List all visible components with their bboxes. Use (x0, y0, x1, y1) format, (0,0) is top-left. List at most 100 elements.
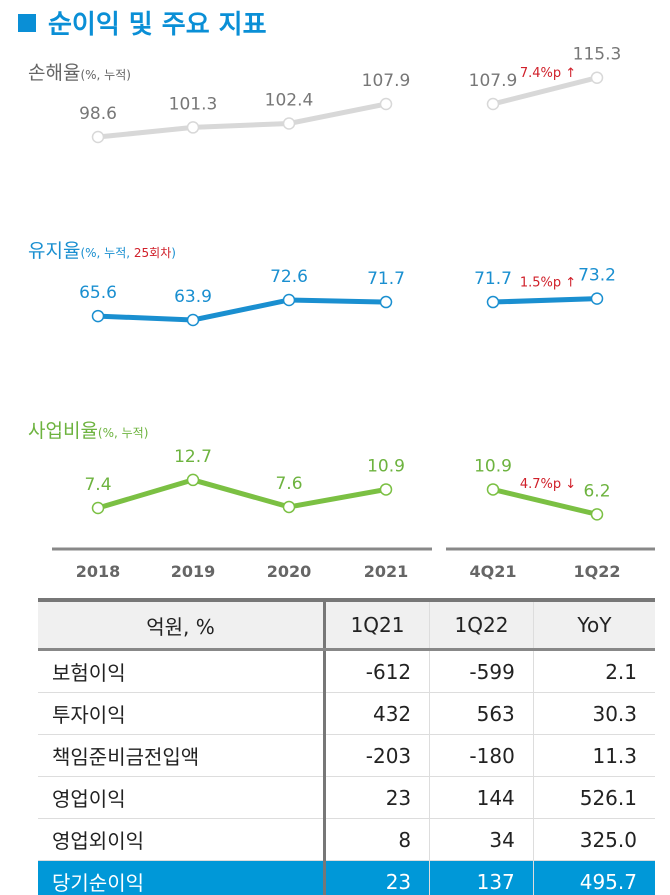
title-text: 순이익 및 주요 지표 (48, 10, 267, 40)
chart-label-expense: 사업비율(%, 누적) (28, 416, 148, 443)
table-row: 영업이익 23 144 526.1 (38, 776, 655, 819)
data-point (486, 97, 500, 111)
table-cell: 34 (429, 818, 534, 861)
table-cell: 30.3 (532, 692, 655, 735)
data-label: 98.6 (79, 104, 117, 124)
data-label: 10.9 (474, 456, 512, 476)
label-name: 유지율 (28, 240, 81, 262)
label-name: 손해율 (28, 62, 81, 84)
table-cell: 책임준비금전입액 (38, 734, 326, 777)
x-tick-label: 2018 (76, 562, 121, 581)
table-row: 당기순이익 23 137 495.7 (38, 860, 655, 895)
label-unit: (%, 누적) (97, 426, 149, 440)
label-unit: (%, 누적, (80, 246, 134, 260)
data-point (91, 130, 105, 144)
title-square-icon (18, 13, 36, 32)
table-cell: 영업외이익 (38, 818, 326, 861)
data-label: 102.4 (265, 91, 314, 111)
annual-series-line (97, 101, 387, 140)
table-cell: 432 (323, 692, 430, 735)
data-label: 10.9 (367, 456, 405, 476)
change-annotation: 7.4%p ↑ (520, 66, 576, 81)
table-cell: 8 (323, 818, 430, 861)
label-unit-extra: 25회차 (133, 246, 172, 260)
data-point (282, 293, 296, 307)
data-point (282, 117, 296, 130)
data-label: 7.4 (84, 475, 111, 495)
label-unit-close: ) (171, 246, 176, 260)
table-cell: 영업이익 (38, 776, 326, 819)
data-label: 107.9 (469, 71, 518, 91)
column-header: YoY (532, 598, 655, 651)
table-cell: -180 (429, 734, 534, 777)
data-label: 12.7 (174, 447, 212, 467)
x-tick-label: 2020 (267, 562, 312, 581)
table-cell: 526.1 (532, 776, 655, 819)
table-row: 책임준비금전입액 -203 -180 11.3 (38, 734, 655, 777)
data-point (590, 292, 604, 305)
data-point (486, 483, 500, 496)
chart-label-loss-ratio: 손해율(%, 누적) (28, 58, 131, 85)
data-point (186, 473, 200, 487)
quarterly-series-line (492, 75, 598, 107)
x-tick-label: 1Q22 (574, 562, 621, 581)
data-label: 71.7 (367, 269, 405, 289)
income-table: 억원, % 1Q21 1Q22 YoY 보험이익 -612 -599 2.1 투자이익 432 5… (38, 598, 655, 895)
table-cell: 11.3 (532, 734, 655, 777)
table-cell: 144 (429, 776, 534, 819)
change-annotation: 1.5%p ↑ (520, 275, 576, 290)
table-cell: -203 (323, 734, 430, 777)
data-point (379, 295, 393, 309)
column-header: 억원, % (38, 598, 326, 651)
data-point (486, 295, 500, 309)
table-cell: 137 (429, 860, 534, 895)
table-cell: -599 (429, 649, 534, 693)
quarterly-series-line (492, 296, 598, 305)
table-cell: 2.1 (532, 649, 655, 693)
page-title: 순이익 및 주요 지표 (18, 4, 267, 41)
data-point (590, 71, 604, 84)
annual-series-line (97, 297, 387, 323)
column-header: 1Q22 (429, 598, 534, 651)
data-point (282, 500, 296, 514)
table-cell: 투자이익 (38, 692, 326, 735)
data-label: 73.2 (578, 266, 616, 286)
data-label: 72.6 (270, 267, 308, 287)
data-point (379, 483, 393, 496)
data-point (186, 313, 200, 327)
x-tick-label: 2021 (364, 562, 409, 581)
line-charts: 98.6 101.3 102.4 107.9 107.9 115.37.4%p ↑ 65.6… (52, 45, 655, 581)
table-cell: 보험이익 (38, 649, 326, 693)
data-point (91, 309, 105, 323)
x-tick-label: 4Q21 (470, 562, 517, 581)
data-label: 65.6 (79, 283, 117, 303)
data-label: 107.9 (362, 71, 411, 91)
table-cell: -612 (323, 649, 430, 693)
table-cell: 23 (323, 776, 430, 819)
data-point (91, 501, 105, 515)
data-label: 115.3 (573, 45, 622, 65)
table-cell: 23 (323, 860, 430, 895)
table-row: 영업외이익 8 34 325.0 (38, 818, 655, 861)
table-cell: 563 (429, 692, 534, 735)
data-label: 101.3 (169, 94, 218, 114)
label-name: 사업비율 (28, 420, 98, 442)
data-label: 6.2 (583, 481, 610, 501)
column-header: 1Q21 (323, 598, 430, 651)
change-annotation: 4.7%p ↓ (520, 477, 576, 492)
annual-series-line (97, 477, 387, 511)
data-point (186, 121, 200, 134)
data-point (379, 97, 393, 111)
table-cell: 325.0 (532, 818, 655, 861)
chart-label-retention: 유지율(%, 누적, 25회차) (28, 236, 176, 263)
table-cell: 당기순이익 (38, 860, 326, 895)
table-row: 보험이익 -612 -599 2.1 (38, 649, 655, 693)
x-tick-label: 2019 (171, 562, 216, 581)
data-label: 71.7 (474, 269, 512, 289)
label-unit: (%, 누적) (80, 68, 131, 82)
data-label: 63.9 (174, 287, 212, 307)
table-row: 투자이익 432 563 30.3 (38, 692, 655, 735)
quarterly-series-line (492, 487, 598, 517)
table-cell: 495.7 (532, 860, 655, 895)
